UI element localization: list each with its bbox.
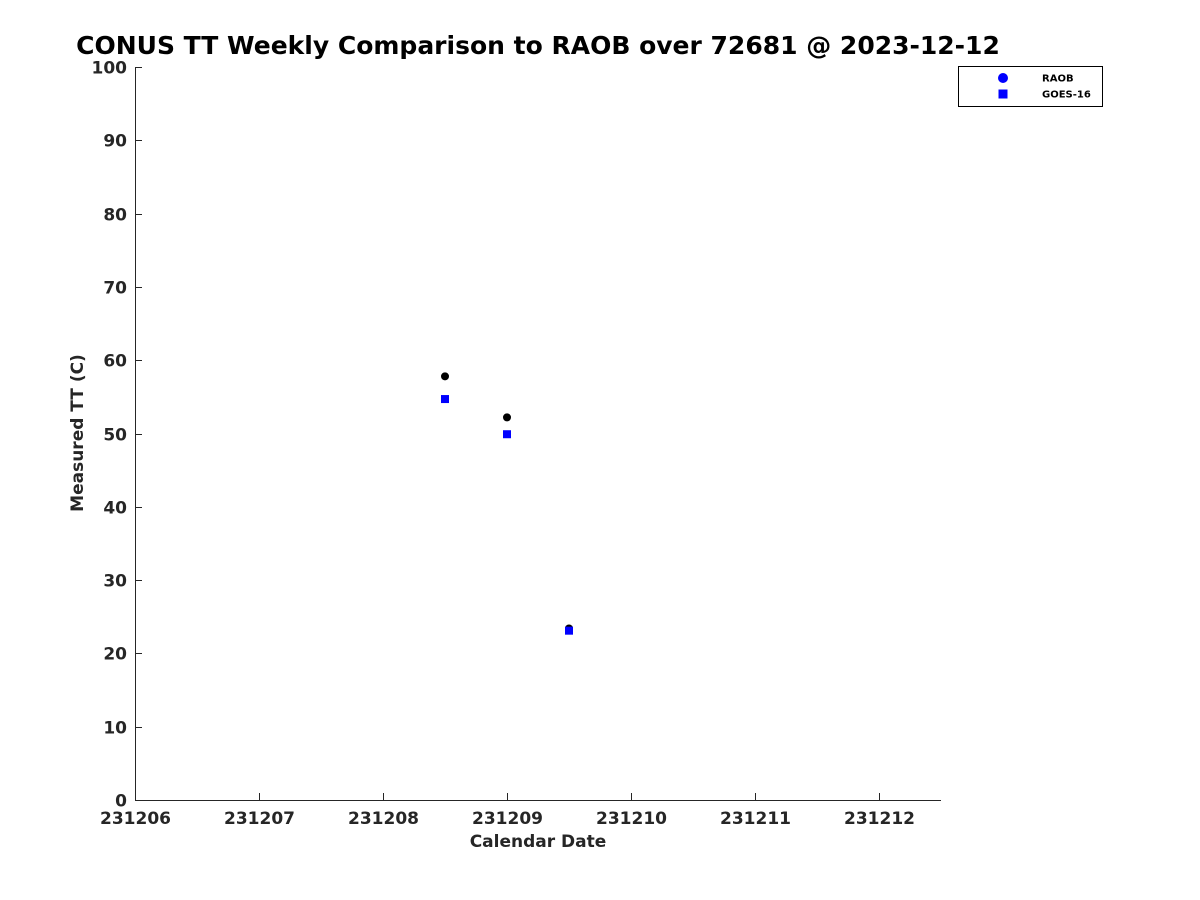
data-points [441,372,573,635]
x-tick-label: 231206 [100,809,171,829]
y-ticks: 0 10 20 30 40 50 60 70 80 90 100 [92,59,142,812]
legend: RAOB GOES-16 [958,66,1103,107]
goes-16-point [565,626,573,635]
x-tick-label: 231209 [472,809,543,829]
y-tick-label: 90 [103,132,127,152]
y-axis-label: Measured TT (C) [68,354,88,512]
y-tick-label: 70 [103,279,127,299]
y-tick-label: 100 [92,59,128,79]
x-tick-label: 231208 [348,809,419,829]
y-tick-label: 20 [103,645,127,665]
legend-label-raob: RAOB [1042,74,1074,85]
y-tick-label: 40 [103,499,127,519]
chart-title: CONUS TT Weekly Comparison to RAOB over … [76,31,1000,60]
x-ticks: 231206 231207 231208 231209 231210 231211 2312… [100,793,915,829]
x-tick-label: 231210 [596,809,667,829]
goes-16-point [503,430,511,439]
y-tick-label: 30 [103,572,127,592]
y-tick-label: 0 [115,792,127,812]
legend-marker-raob [998,73,1008,83]
x-axis-label: Calendar Date [470,832,607,852]
goes-16-point [441,395,449,404]
x-tick-label: 231211 [720,809,791,829]
y-tick-label: 10 [103,719,127,739]
y-tick-label: 60 [103,352,127,372]
y-tick-label: 50 [103,426,127,446]
legend-box [958,66,1103,107]
raob-point [441,372,449,381]
x-tick-label: 231212 [844,809,915,829]
raob-point [503,413,511,422]
legend-label-goes-16: GOES-16 [1042,90,1091,101]
y-tick-label: 80 [103,206,127,226]
x-tick-label: 231207 [224,809,295,829]
legend-marker-goes-16 [998,89,1008,99]
axes [135,67,941,801]
